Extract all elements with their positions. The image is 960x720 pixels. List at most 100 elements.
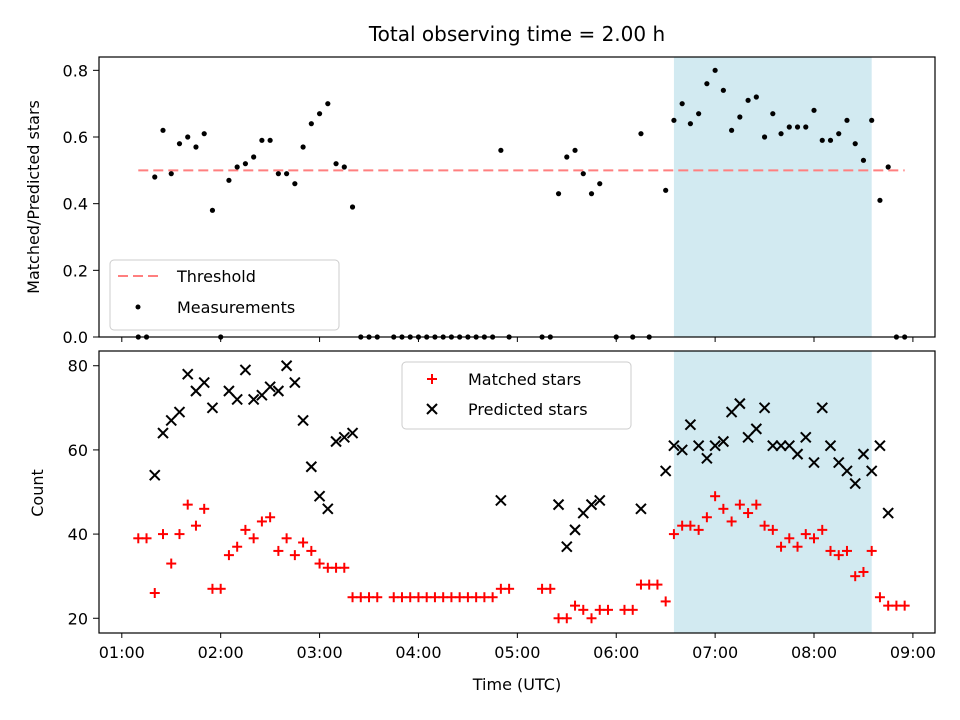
matched-point bbox=[314, 558, 325, 569]
top-legend-box bbox=[109, 259, 340, 331]
predicted-point bbox=[750, 423, 763, 435]
measurement-point bbox=[836, 131, 842, 137]
predicted-point bbox=[841, 465, 853, 477]
matched-point bbox=[833, 550, 844, 561]
matched-point bbox=[874, 592, 885, 603]
bottom-x-ticks: 01:00 02:00 03:00 04:00 05:00 06:00 07:00 08:00… bbox=[99, 633, 936, 662]
top-y-axis-label: Matched/Predicted stars bbox=[24, 100, 43, 294]
predicted-point bbox=[800, 431, 812, 443]
measurement-point bbox=[811, 107, 817, 113]
predicted-point bbox=[182, 368, 194, 380]
measurement-point bbox=[209, 207, 216, 213]
matched-point bbox=[850, 571, 861, 582]
measurement-point bbox=[160, 127, 166, 133]
measurement-point bbox=[251, 154, 257, 160]
measurement-point bbox=[687, 121, 694, 127]
top-y-tick-label: 0.6 bbox=[63, 128, 88, 147]
predicted-point bbox=[157, 427, 169, 439]
measurement-point bbox=[193, 144, 199, 150]
predicted-point bbox=[289, 376, 301, 389]
measurement-point bbox=[234, 164, 240, 170]
matched-point bbox=[289, 550, 300, 561]
predicted-point bbox=[882, 507, 894, 519]
measurement-point bbox=[333, 161, 339, 167]
predicted-point bbox=[297, 414, 309, 427]
legend-measurements-label: Measurements bbox=[177, 298, 295, 317]
matched-point bbox=[372, 592, 383, 603]
top-x-ticks bbox=[121, 337, 914, 342]
matched-point bbox=[743, 508, 754, 519]
measurement-point bbox=[753, 94, 759, 100]
measurement-point bbox=[341, 164, 347, 170]
measurement-point bbox=[259, 137, 265, 143]
matched-point bbox=[809, 533, 820, 544]
measurement-point bbox=[696, 111, 702, 117]
matched-point bbox=[339, 562, 350, 573]
predicted-point bbox=[247, 393, 260, 406]
legend-measurements-swatch bbox=[135, 304, 141, 310]
legend-predicted-label: Predicted stars bbox=[468, 400, 588, 419]
measurement-point bbox=[572, 147, 578, 153]
matched-point bbox=[858, 566, 869, 577]
matched-point bbox=[776, 541, 787, 552]
matched-point bbox=[141, 533, 152, 544]
measurement-point bbox=[349, 204, 356, 210]
measurement-point bbox=[284, 171, 290, 177]
measurement-point bbox=[498, 147, 504, 153]
predicted-point bbox=[198, 376, 210, 389]
predicted-point bbox=[791, 448, 804, 460]
predicted-point bbox=[239, 364, 252, 376]
bottom-y-tick-label: 60 bbox=[68, 441, 88, 460]
predicted-point bbox=[659, 465, 672, 477]
predicted-point bbox=[684, 418, 697, 431]
matched-point bbox=[190, 520, 201, 531]
matched-point bbox=[158, 529, 169, 540]
matched-point bbox=[504, 583, 515, 594]
predicted-point bbox=[346, 427, 359, 439]
matched-point bbox=[718, 503, 729, 514]
matched-point bbox=[281, 533, 292, 544]
x-tick-label: 04:00 bbox=[395, 643, 441, 662]
measurement-point bbox=[242, 161, 249, 167]
measurement-point bbox=[185, 134, 191, 140]
bottom-legend-box bbox=[401, 361, 632, 430]
matched-point bbox=[602, 604, 613, 615]
matched-points bbox=[133, 491, 910, 624]
measurement-point bbox=[308, 121, 314, 127]
measurement-point bbox=[275, 171, 281, 177]
matched-point bbox=[578, 604, 589, 615]
matched-point bbox=[149, 588, 160, 599]
predicted-point bbox=[264, 381, 276, 393]
predicted-point bbox=[849, 477, 861, 490]
legend-matched-label: Matched stars bbox=[468, 370, 581, 389]
predicted-point bbox=[709, 439, 721, 452]
legend-matched-swatch bbox=[427, 374, 437, 384]
predicted-point bbox=[816, 402, 828, 414]
matched-point bbox=[767, 524, 778, 535]
matched-point bbox=[298, 537, 309, 548]
matched-point bbox=[734, 499, 745, 510]
matched-point bbox=[166, 558, 177, 569]
matched-point bbox=[759, 520, 770, 531]
predicted-point bbox=[775, 439, 787, 452]
predicted-point bbox=[758, 402, 771, 414]
matched-point bbox=[248, 533, 259, 544]
matched-point bbox=[199, 503, 210, 514]
top-y-tick-label: 0.0 bbox=[63, 328, 88, 347]
measurement-point bbox=[663, 187, 669, 193]
measurement-point bbox=[770, 111, 776, 117]
measurement-point bbox=[267, 137, 273, 143]
measurement-point bbox=[316, 111, 323, 117]
matched-point bbox=[784, 533, 795, 544]
bottom-y-tick-label: 80 bbox=[68, 357, 88, 376]
measurement-point bbox=[819, 137, 825, 143]
matched-point bbox=[693, 524, 704, 535]
predicted-point bbox=[717, 435, 730, 448]
predicted-point bbox=[594, 494, 606, 507]
predicted-point bbox=[676, 444, 688, 456]
matched-point bbox=[800, 529, 811, 540]
matched-point bbox=[792, 541, 803, 552]
matched-point bbox=[273, 545, 284, 556]
measurement-point bbox=[201, 131, 207, 137]
